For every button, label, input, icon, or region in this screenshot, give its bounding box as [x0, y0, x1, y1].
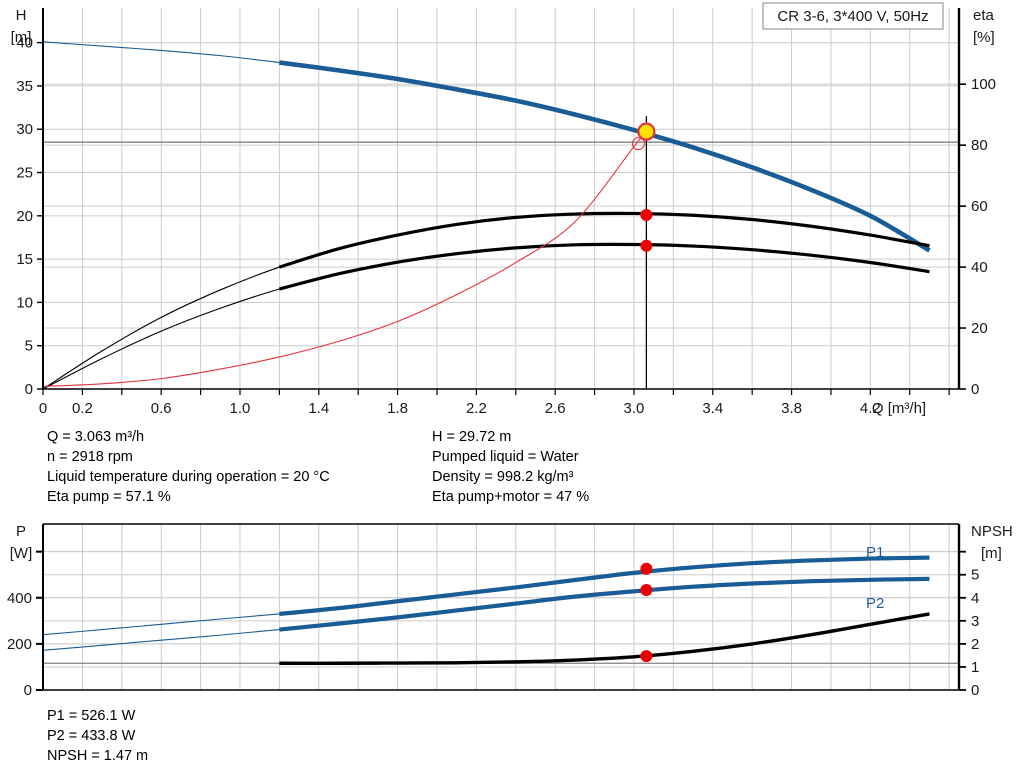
operating-info-right: H = 29.72 m Pumped liquid = Water Density … [432, 427, 589, 507]
title-box-frame [762, 2, 944, 30]
tick-label-npsh: 4 [971, 590, 979, 607]
tick-label-h: 25 [16, 165, 33, 182]
info-right-line-2: Density = 998.2 kg/m³ [432, 469, 574, 485]
curve-eta-pump-motor-thin [42, 243, 930, 390]
tick-label-q: 1.8 [387, 400, 408, 417]
title-box: CR 3-6, 3*400 V, 50Hz [762, 2, 944, 30]
bottom-chart-frame [42, 523, 961, 691]
title-box-label: CR 3-6, 3*400 V, 50Hz [777, 8, 928, 25]
curve-eta-pump-thick [278, 211, 930, 269]
axis-title-eta: eta [973, 7, 995, 24]
tick-label-q: 1.4 [308, 400, 329, 417]
top-chart-frame [42, 8, 961, 390]
tick-label-q: 0.2 [72, 400, 93, 417]
duty-point-ring [631, 137, 645, 151]
curve-npsh-thick [279, 612, 930, 665]
curve-eta-pump-motor-thick [278, 242, 930, 291]
tick-label-eta: 60 [971, 198, 988, 215]
tick-label-h: 40 [16, 35, 33, 52]
info-right-line-1: Pumped liquid = Water [432, 449, 579, 465]
tick-label-q: 3.8 [781, 400, 802, 417]
tick-label-q: 0 [39, 400, 47, 417]
bottom-chart-markers [640, 562, 653, 663]
tick-label-q: 2.2 [466, 400, 487, 417]
axis-unit-npsh: [m] [981, 545, 1002, 562]
tick-label-eta: 20 [971, 320, 988, 337]
duty-point-eta-pump [640, 208, 653, 221]
curve-eta-pump-thin [42, 212, 930, 390]
info-left-line-0: Q = 3.063 m³/h [47, 429, 145, 445]
duty-point-eta-pump-motor [640, 239, 653, 252]
tick-label-q: 2.6 [545, 400, 566, 417]
operating-info-left: Q = 3.063 m³/h n = 2918 rpm Liquid tempera… [47, 427, 330, 507]
tick-label-h: 35 [16, 78, 33, 95]
bottom-chart-axis-labels: 0 200 400 0 1 2 3 4 5 P [W] NPSH [m] [7, 523, 1013, 699]
curve-head-h-thick [279, 60, 931, 253]
info-left-line-2: Liquid temperature during operation = 20… [47, 469, 330, 485]
tick-label-h: 10 [16, 294, 33, 311]
tick-label-npsh: 2 [971, 636, 979, 653]
axis-title-h: H [16, 7, 27, 24]
tick-label-npsh: 0 [971, 682, 979, 699]
axis-unit-p: [W] [10, 545, 33, 562]
top-chart: 0 5 10 15 20 25 30 35 40 0 20 40 60 80 100 0 0.2 0.6 1.0 1.… [11, 2, 996, 417]
info-left-line-3: Eta pump = 57.1 % [47, 489, 171, 505]
tick-label-npsh: 3 [971, 613, 979, 630]
info-right-line-3: Eta pump+motor = 47 % [432, 489, 590, 505]
axis-title-q: Q [m³/h] [872, 400, 926, 417]
bottom-chart-curves [42, 555, 930, 665]
top-chart-axis-labels: 0 5 10 15 20 25 30 35 40 0 20 40 60 80 100 0 0.2 0.6 1.0 1.… [11, 7, 996, 417]
duty-point-p2 [640, 583, 653, 596]
tick-label-q: 3.4 [702, 400, 723, 417]
curve-p1-thin [42, 557, 930, 636]
tick-label-q: 1.0 [230, 400, 251, 417]
tick-label-q: 4.2 [860, 400, 881, 417]
bottom-chart-curve-labels: P1 P2 [866, 544, 884, 612]
tick-label-p: 200 [7, 636, 32, 653]
tick-label-h: 5 [25, 338, 33, 355]
tick-label-eta: 40 [971, 259, 988, 276]
tick-label-h: 15 [16, 251, 33, 268]
curve-p1-thick [279, 555, 930, 617]
curve-label-p1: P1 [866, 544, 884, 561]
curve-duty-system-curve [42, 131, 647, 387]
tick-label-h: 20 [16, 208, 33, 225]
top-chart-markers [631, 122, 656, 252]
tick-label-q: 3.0 [624, 400, 645, 417]
axis-title-npsh: NPSH [971, 523, 1013, 540]
tick-label-eta: 100 [971, 76, 996, 93]
tick-label-p: 400 [7, 590, 32, 607]
duty-point-npsh [640, 650, 653, 663]
duty-point-p1 [640, 562, 653, 575]
tick-label-h: 0 [25, 381, 33, 398]
bottom-chart: 0 200 400 0 1 2 3 4 5 P [W] NPSH [m] P1 P2 [7, 523, 1013, 699]
axis-unit-h: [m] [11, 29, 32, 46]
info-bottom-line-1: P2 = 433.8 W [47, 728, 136, 744]
tick-label-npsh: 5 [971, 567, 979, 584]
top-chart-gridlines [42, 8, 959, 390]
curve-label-p2: P2 [866, 595, 884, 612]
axis-title-p: P [16, 523, 26, 540]
power-npsh-info: P1 = 526.1 W P2 = 433.8 W NPSH = 1.47 m [47, 706, 148, 766]
info-bottom-line-2: NPSH = 1.47 m [47, 748, 149, 764]
tick-label-eta: 80 [971, 137, 988, 154]
top-chart-curves [42, 41, 931, 390]
tick-label-h: 30 [16, 121, 33, 138]
info-bottom-line-0: P1 = 526.1 W [47, 708, 136, 724]
axis-unit-eta: [%] [973, 29, 995, 46]
duty-point-head [637, 122, 656, 141]
curve-p2-thick [279, 576, 930, 632]
tick-label-npsh: 1 [971, 659, 979, 676]
tick-label-p: 0 [24, 682, 32, 699]
info-left-line-1: n = 2918 rpm [47, 449, 133, 465]
tick-label-q: 0.6 [151, 400, 172, 417]
tick-label-eta: 0 [971, 381, 979, 398]
info-right-line-0: H = 29.72 m [432, 429, 512, 445]
